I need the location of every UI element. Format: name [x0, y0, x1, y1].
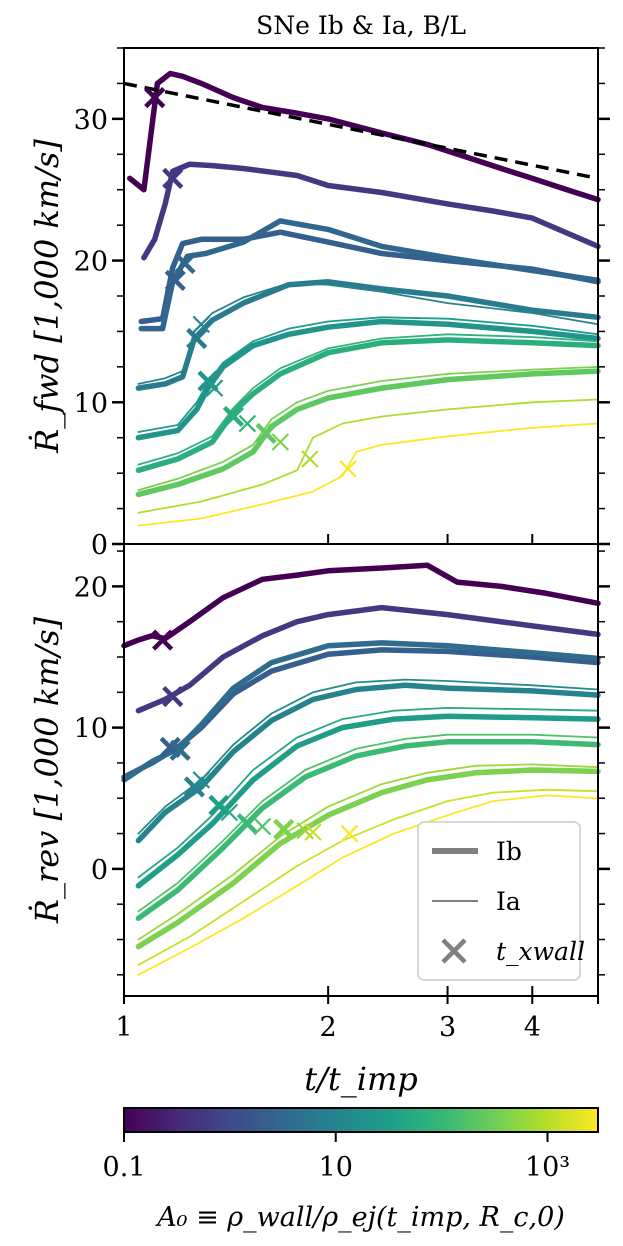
series-line-rev-4 [135, 682, 601, 844]
series-line-rev-10 [135, 767, 601, 950]
xwall-marker-fwd-0 [144, 87, 166, 109]
xtick-label: 1 [115, 1012, 132, 1043]
series-line-rev-8 [135, 739, 601, 922]
xtick-label: 4 [524, 1012, 541, 1043]
series-line-rev-11 [137, 763, 599, 941]
ytick-label: 20 [74, 572, 108, 603]
bottom-axis-ticks: 0 10 20 1 2 3 4 [74, 550, 610, 1043]
chart-title: SNe Ib & Ia, B/L [256, 11, 466, 40]
xwall-marker-fwd-2 [164, 269, 186, 292]
ytick-label: 10 [74, 714, 108, 745]
bottom-panel-frame [123, 543, 599, 997]
xtick-label: 3 [439, 1012, 456, 1043]
colorbar: 0.1 10 10³ A₀ ≡ ρ_wall/ρ_ej(t_imp, R_c,0) [103, 1107, 599, 1233]
xwall-marker-fwd-7 [205, 379, 224, 397]
series-line-fwd-9 [137, 333, 599, 466]
legend-ia-label: Ia [496, 887, 521, 916]
xwall-marker-rev-3 [169, 739, 191, 761]
xwall-marker-fwd-9 [238, 414, 257, 433]
ytick-label: 30 [74, 105, 108, 136]
series-line-fwd-11 [137, 365, 599, 492]
legend: Ib Ia t_xwall [417, 821, 585, 981]
series-line-fwd-6 [135, 318, 601, 441]
panel-top-plot: 0 10 20 30 [74, 47, 610, 561]
series-line-fwd-1 [141, 161, 601, 261]
series-line-rev-0 [121, 562, 601, 649]
xwall-marker-rev-5 [192, 771, 211, 789]
series-line-rev-6 [135, 713, 601, 889]
xwall-marker-rev-0 [151, 629, 174, 651]
colorbar-tick-label: 10 [319, 1152, 353, 1183]
xwall-marker-fwd-13 [339, 460, 357, 478]
xwall-marker-rev-7 [220, 803, 239, 822]
xwall-marker-rev-1 [162, 685, 184, 708]
legend-x-icon [441, 938, 467, 964]
xwall-marker-rev-9 [253, 817, 272, 836]
xwall-marker-rev-6 [208, 794, 230, 816]
panel-bottom-plot: 0 10 20 1 2 3 4 [74, 543, 610, 1043]
bottom-ylabel: Ṙ_rev [1,000 km/s] [28, 616, 66, 924]
xtick-label: 2 [320, 1012, 337, 1043]
xwall-marker-fwd-4 [186, 327, 208, 350]
series-line-fwd-3 [138, 218, 601, 332]
series-line-fwd-13 [137, 422, 599, 527]
xwall-marker-fwd-1 [162, 167, 184, 189]
xwall-marker-rev-12 [304, 823, 322, 841]
series-line-rev-9 [137, 733, 599, 913]
colorbar-ticks: 0.1 10 10³ [103, 1132, 570, 1183]
series-line-rev-12 [137, 788, 599, 966]
bottom-xwall-markers [151, 629, 359, 843]
xlabel: t/t_imp [304, 1060, 418, 1098]
xwall-marker-fwd-3 [174, 252, 196, 274]
xwall-marker-fwd-8 [222, 405, 245, 428]
colorbar-gradient [123, 1107, 599, 1133]
ytick-label: 0 [91, 855, 108, 886]
legend-ib-label: Ib [496, 837, 522, 866]
ytick-label: 0 [91, 530, 108, 561]
top-ylabel-text: Ṙ_fwd [1,000 km/s] [28, 139, 66, 454]
ytick-label: 10 [74, 388, 108, 419]
xwall-marker-rev-13 [340, 824, 359, 843]
series-line-fwd-12 [137, 398, 599, 514]
top-series-group [127, 70, 601, 527]
legend-xwall-label: t_xwall [496, 937, 585, 966]
xwall-marker-fwd-10 [255, 422, 277, 445]
top-xwall-markers [144, 87, 357, 478]
series-line-rev-2 [121, 647, 601, 780]
top-ylabel: Ṙ_fwd [1,000 km/s] [28, 139, 66, 454]
reference-dashed-line [123, 81, 599, 181]
series-line-fwd-5 [137, 282, 599, 385]
top-panel-frame [123, 47, 599, 545]
bottom-series-group [121, 562, 601, 976]
colorbar-label: A₀ ≡ ρ_wall/ρ_ej(t_imp, R_c,0) [154, 1202, 565, 1233]
series-line-fwd-8 [135, 337, 601, 474]
colorbar-tick-label: 0.1 [103, 1152, 146, 1183]
xwall-marker-rev-10 [273, 818, 295, 840]
series-line-rev-3 [121, 640, 601, 783]
xwall-marker-fwd-12 [301, 450, 319, 468]
xwall-marker-fwd-5 [192, 315, 211, 334]
series-line-rev-7 [137, 707, 599, 879]
colorbar-tick-label: 10³ [525, 1152, 570, 1183]
series-line-fwd-4 [135, 279, 601, 391]
series-line-fwd-7 [137, 316, 599, 433]
legend-box [417, 821, 581, 981]
series-line-fwd-10 [135, 368, 601, 498]
ytick-label: 20 [74, 247, 108, 278]
bottom-ylabel-text: Ṙ_rev [1,000 km/s] [28, 616, 66, 924]
top-axis-ticks: 0 10 20 30 [74, 47, 610, 561]
series-line-rev-5 [137, 678, 599, 835]
series-line-fwd-0 [127, 70, 601, 203]
series-line-rev-13 [137, 794, 599, 976]
xwall-marker-fwd-11 [271, 433, 290, 451]
xwall-marker-rev-8 [236, 813, 258, 835]
